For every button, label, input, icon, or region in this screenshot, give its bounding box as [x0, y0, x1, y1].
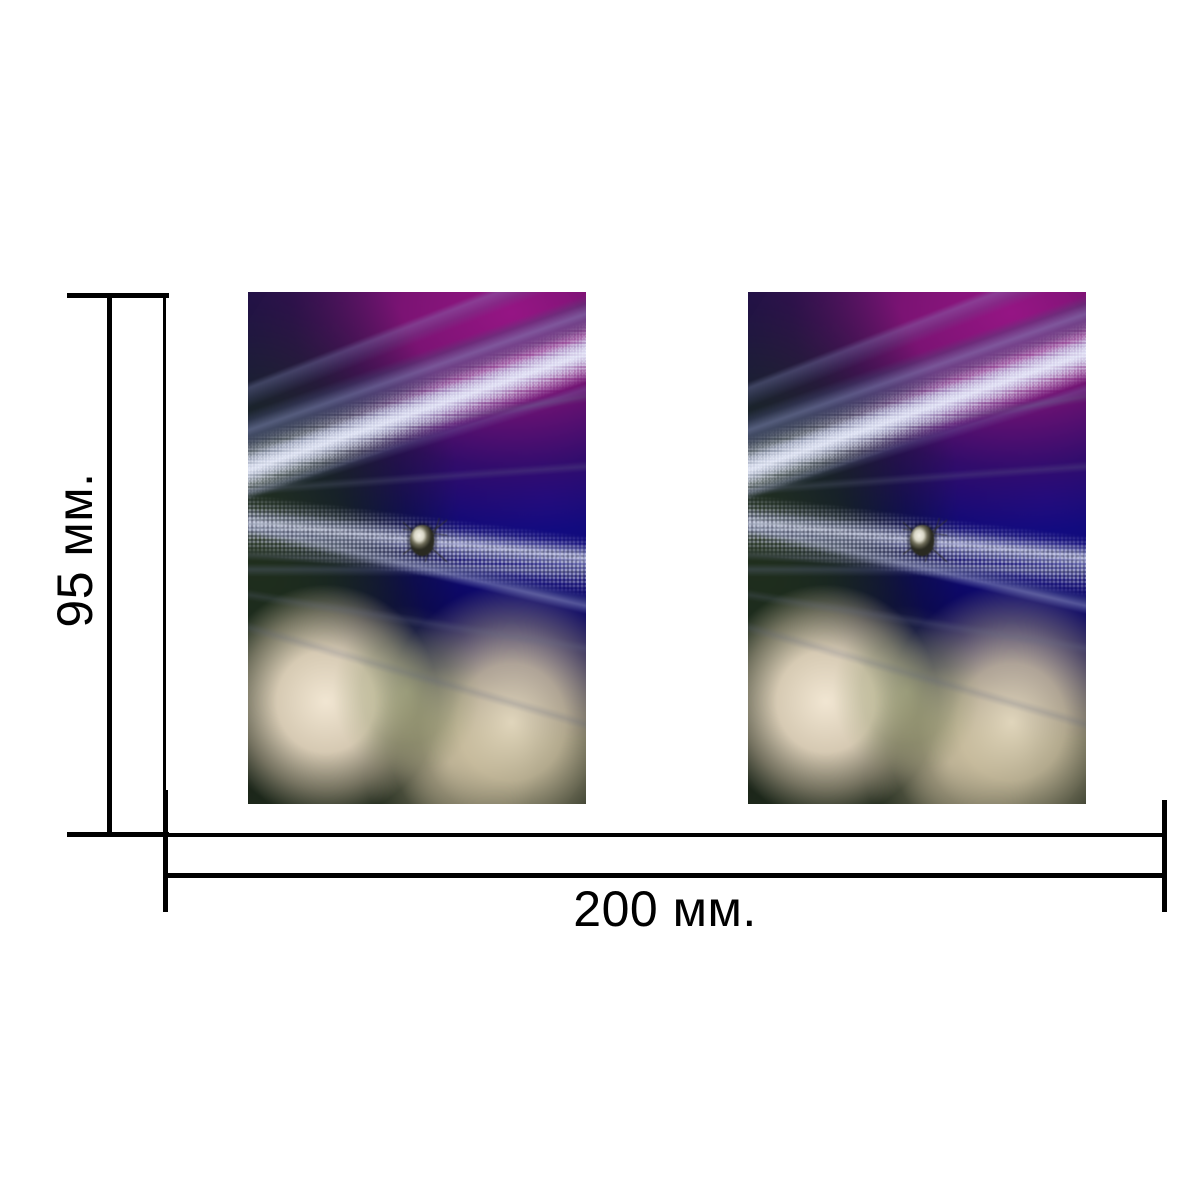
extension-line-left — [163, 294, 166, 834]
product-photo-right — [748, 292, 1086, 804]
photo-vignette-haze — [248, 292, 586, 804]
width-dimension-label: 200 мм. — [573, 881, 757, 937]
extension-line-left-lower — [163, 790, 168, 912]
horizontal-dimension-line — [165, 873, 1166, 878]
vertical-dimension-tick-top — [67, 293, 169, 298]
height-dimension-label: 95 мм. — [47, 472, 103, 628]
vertical-dimension-line — [107, 296, 112, 834]
product-photo-left — [248, 292, 586, 804]
extension-line-right — [1162, 800, 1167, 912]
photo-vignette-haze — [748, 292, 1086, 804]
horizontal-extension-line — [165, 833, 1166, 837]
vertical-dimension-tick-bottom — [67, 832, 169, 837]
